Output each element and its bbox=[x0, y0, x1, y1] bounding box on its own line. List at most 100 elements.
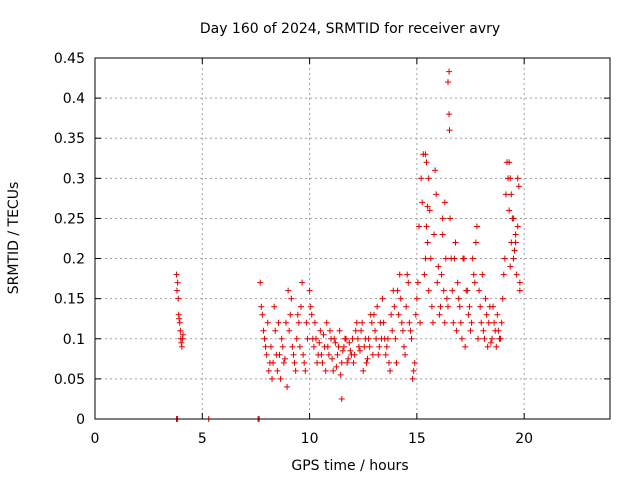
data-point bbox=[178, 343, 185, 350]
data-point bbox=[395, 311, 402, 318]
data-point bbox=[433, 191, 440, 198]
data-point bbox=[389, 327, 396, 334]
data-point bbox=[508, 191, 515, 198]
data-point bbox=[409, 375, 416, 382]
data-point bbox=[458, 335, 465, 342]
data-point bbox=[366, 343, 373, 350]
data-point bbox=[176, 315, 183, 322]
data-point bbox=[507, 263, 514, 270]
data-point bbox=[498, 319, 505, 326]
data-point bbox=[290, 351, 297, 358]
data-point bbox=[372, 327, 379, 334]
data-point bbox=[363, 359, 370, 366]
data-point bbox=[512, 231, 519, 238]
data-point bbox=[364, 355, 371, 362]
data-point bbox=[368, 319, 375, 326]
data-point bbox=[422, 151, 429, 158]
data-point bbox=[259, 311, 266, 318]
data-point bbox=[475, 335, 482, 342]
data-point bbox=[272, 327, 279, 334]
data-point bbox=[311, 319, 318, 326]
data-point bbox=[435, 263, 442, 270]
data-point bbox=[482, 295, 489, 302]
data-point bbox=[446, 127, 453, 134]
y-tick-label: 0.05 bbox=[54, 372, 85, 388]
data-point bbox=[506, 207, 513, 214]
data-point bbox=[412, 311, 419, 318]
data-point bbox=[385, 359, 392, 366]
data-point bbox=[301, 359, 308, 366]
data-point bbox=[375, 351, 382, 358]
data-point bbox=[287, 311, 294, 318]
data-point bbox=[329, 355, 336, 362]
grid-lines bbox=[95, 58, 610, 419]
data-point bbox=[446, 68, 453, 75]
data-point bbox=[269, 375, 276, 382]
data-point bbox=[456, 303, 463, 310]
data-point bbox=[422, 255, 429, 262]
data-point bbox=[337, 371, 344, 378]
data-point bbox=[258, 303, 265, 310]
data-point bbox=[452, 239, 459, 246]
data-point bbox=[460, 255, 467, 262]
data-point bbox=[349, 335, 356, 342]
data-point bbox=[501, 255, 508, 262]
data-point bbox=[485, 319, 492, 326]
x-tick-label: 15 bbox=[408, 431, 426, 447]
data-point bbox=[510, 255, 517, 262]
data-point bbox=[292, 367, 299, 374]
data-point bbox=[260, 327, 267, 334]
data-point bbox=[478, 319, 485, 326]
data-point bbox=[286, 327, 293, 334]
data-point bbox=[351, 351, 358, 358]
data-point bbox=[173, 287, 180, 294]
data-point bbox=[472, 239, 479, 246]
data-point bbox=[284, 383, 291, 390]
data-point bbox=[309, 335, 316, 342]
data-point bbox=[263, 351, 270, 358]
data-point bbox=[353, 319, 360, 326]
y-tick-label: 0.1 bbox=[63, 332, 85, 348]
data-point bbox=[408, 335, 415, 342]
data-point bbox=[437, 303, 444, 310]
data-point bbox=[436, 311, 443, 318]
data-point bbox=[333, 363, 340, 370]
data-point bbox=[479, 271, 486, 278]
data-point bbox=[516, 287, 523, 294]
data-point bbox=[331, 335, 338, 342]
data-point bbox=[425, 287, 432, 294]
data-point bbox=[307, 303, 314, 310]
data-point bbox=[339, 347, 346, 354]
y-tick-label: 0.45 bbox=[54, 51, 85, 67]
data-point bbox=[473, 223, 480, 230]
data-point bbox=[468, 319, 475, 326]
data-point bbox=[346, 339, 353, 346]
data-point bbox=[379, 295, 386, 302]
data-point bbox=[496, 335, 503, 342]
data-point bbox=[357, 347, 364, 354]
data-point bbox=[285, 287, 292, 294]
data-point bbox=[469, 255, 476, 262]
data-point bbox=[280, 359, 287, 366]
data-point bbox=[265, 367, 272, 374]
data-point bbox=[330, 367, 337, 374]
data-point bbox=[293, 335, 300, 342]
data-point bbox=[176, 319, 183, 326]
data-point bbox=[481, 335, 488, 342]
data-point bbox=[388, 311, 395, 318]
data-point bbox=[317, 327, 324, 334]
data-point bbox=[341, 335, 348, 342]
data-point bbox=[310, 343, 317, 350]
data-point bbox=[335, 343, 342, 350]
data-point bbox=[442, 255, 449, 262]
data-point bbox=[288, 295, 295, 302]
x-tick-label: 5 bbox=[198, 431, 207, 447]
data-point bbox=[334, 351, 341, 358]
data-point bbox=[440, 287, 447, 294]
data-point bbox=[493, 343, 500, 350]
data-point bbox=[416, 223, 423, 230]
data-point bbox=[441, 199, 448, 206]
data-point bbox=[494, 311, 501, 318]
data-point bbox=[514, 175, 521, 182]
data-point bbox=[401, 343, 407, 350]
